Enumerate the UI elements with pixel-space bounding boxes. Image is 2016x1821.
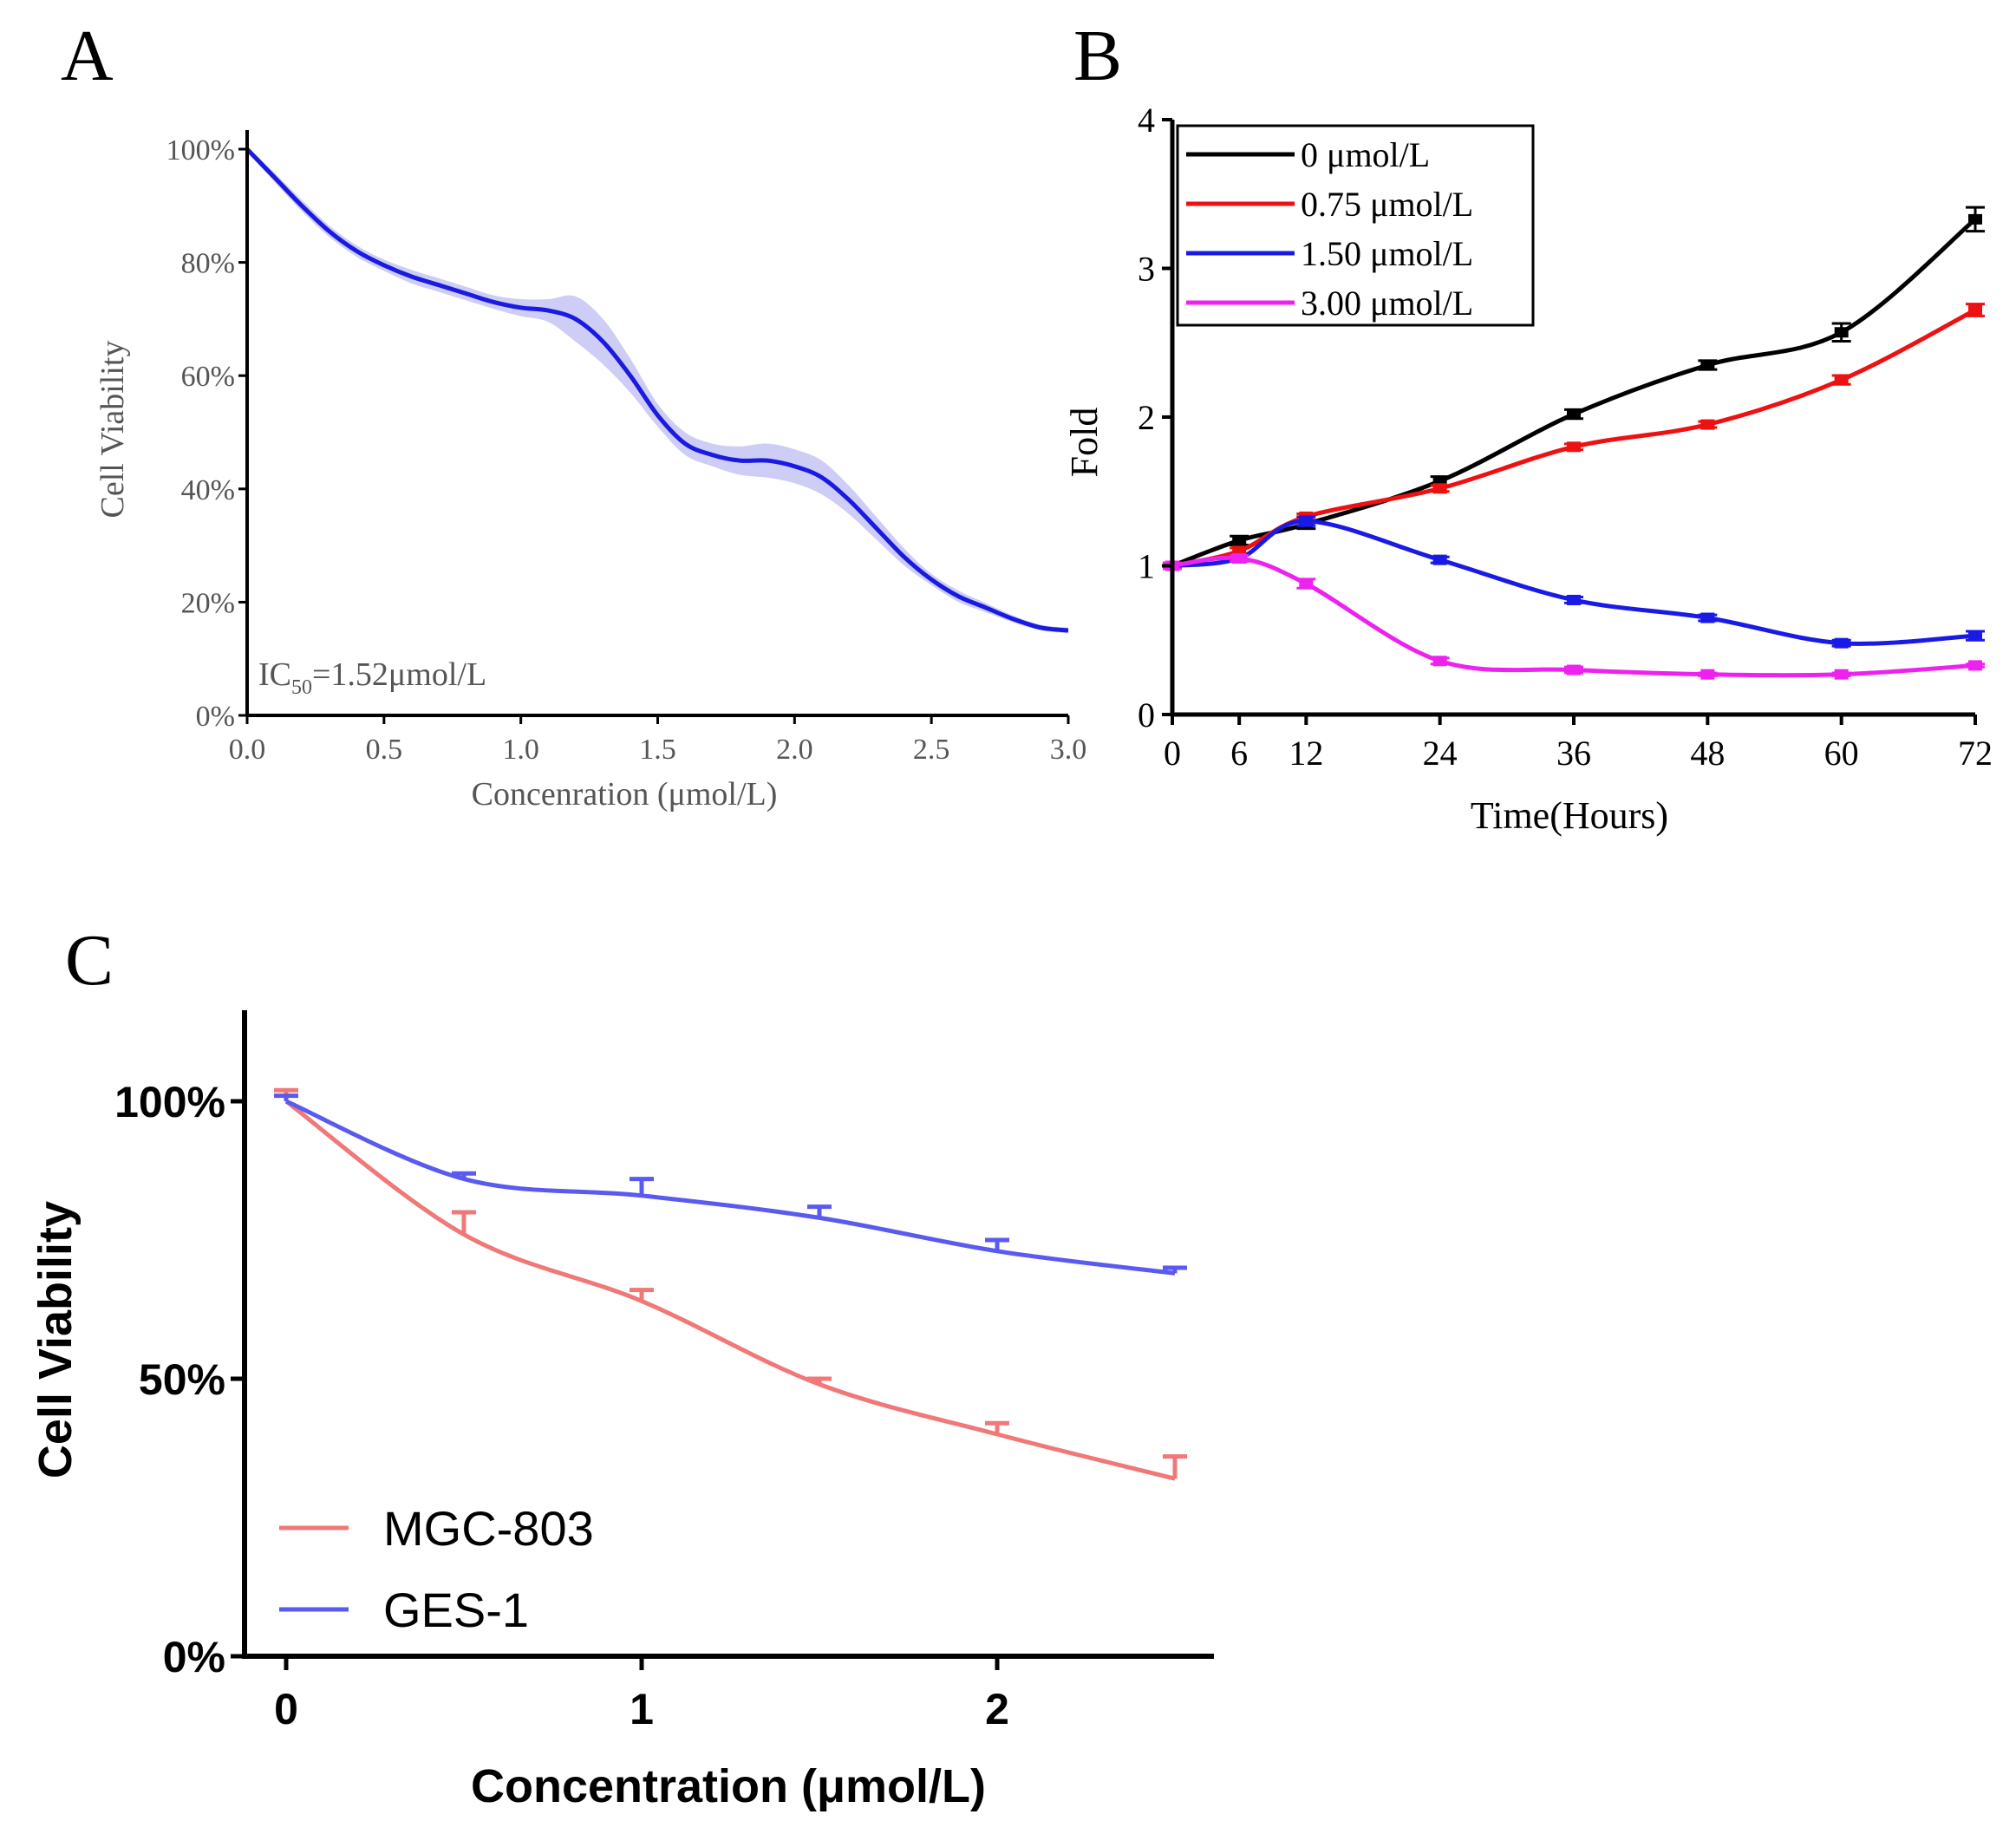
panel-b-data-point [1567,441,1581,453]
panel-c-x-tick-label: 1 [630,1685,654,1733]
panel-b-y-tick-label: 1 [1138,547,1155,586]
panel-b-x-tick-label: 12 [1289,734,1323,773]
panel-b-data-point [1968,660,1982,671]
panel-c-y-axis-title: Cell Viability [29,1201,82,1478]
panel-b-data-point [1432,483,1447,494]
panel-b-data-point [1700,419,1715,430]
panel-b-legend-box [1176,124,1535,327]
panel-a-y-tick-label: 100% [166,134,235,166]
panel-a-tick-labels: 0% 20% 40% 60% 80% 100% 0.0 0.5 1.0 1.5 2.0 2.5 3.0 [166,134,1087,766]
panel-b-data-point [1299,516,1314,527]
panel-a-viability-line [245,147,1069,633]
ic50-subscript: 50 [291,676,312,699]
panel-a-x-tick-label: 1.5 [639,734,676,766]
panel-b-data-point [1834,637,1849,649]
panel-c-x-tick-label: 2 [985,1685,1009,1733]
panel-a-letter: A [61,16,114,96]
panel-c-legend-label: GES-1 [383,1583,529,1637]
panel-a-x-tick-label: 0.5 [366,734,403,766]
panel-b-legend-label: 1.50 μmol/L [1301,234,1473,273]
panel-b-line-group [1163,206,1985,680]
panel-a-y-tick-label: 80% [181,248,235,280]
panel-a-x-tick-label: 2.0 [776,734,813,766]
panel-b-x-tick-label: 0 [1164,734,1181,773]
panel-c-y-tick-label: 0% [163,1633,225,1681]
panel-c-legend: MGC-803 GES-1 [279,1501,594,1637]
panel-b-data-point [1700,669,1715,680]
panel-b-legend: 0 μmol/L 0.75 μmol/L 1.50 μmol/L 3.00 μmol/… [1176,124,1535,327]
panel-a-ic50-annotation: IC50=1.52μmol/L [258,656,486,699]
panel-b-x-tick-label: 48 [1690,734,1725,773]
panel-a-x-axis-title: Concenration (μmol/L) [472,776,778,813]
panel-b-data-point [1834,375,1849,386]
panel-a-x-tick-label: 3.0 [1050,734,1087,766]
panel-a-y-axis-title: Cell Viability [95,341,131,519]
panel-b-data-point [1700,612,1715,623]
panel-c-letter: C [65,920,114,1001]
panel-b-x-tick-label: 60 [1824,734,1859,773]
panel-b-data-point [1432,656,1447,667]
panel-c-x-tick-label: 0 [274,1685,298,1733]
panel-b-data-point [1700,359,1715,370]
panel-c-series-line [285,1099,1176,1276]
ic50-value: =1.52μmol/L [312,656,486,693]
panel-b-y-tick-label: 4 [1138,101,1155,140]
panel-b-legend-label: 0 μmol/L [1301,135,1430,174]
panel-c-x-axis-title: Concentration (μmol/L) [471,1760,986,1812]
panel-b-data-point [1834,327,1849,338]
panel-b-data-point [1834,669,1849,680]
panel-c-legend-label: MGC-803 [383,1501,594,1556]
panel-b-x-tick-label: 72 [1958,734,1993,773]
panel-b-data-point [1299,578,1314,590]
panel-a-y-tick-label: 20% [181,587,235,619]
panel-a-y-tick-label: 60% [181,361,235,393]
panel-a-x-tick-label: 1.0 [502,734,539,766]
panel-b-x-tick-label: 24 [1423,734,1458,773]
panel-b-data-point [1232,552,1247,564]
panel-b-legend-label: 0.75 μmol/L [1301,185,1473,224]
panel-b-axes [1162,118,1977,725]
panel-b-data-point [1567,594,1581,605]
panel-c-y-tick-label: 100% [114,1078,225,1126]
panel-b-y-axis-title: Fold [1063,408,1106,478]
panel-b-legend-label: 3.00 μmol/L [1301,284,1473,323]
panel-c-series-line [284,1099,1176,1481]
panel-b-y-tick-label: 0 [1138,695,1155,734]
panel-b-data-point [1968,304,1982,316]
panel-b-x-tick-label: 6 [1230,734,1248,773]
panel-c: C 0% 50% 100% 0 1 2 MGC-803 GES-1 Concentratio… [29,920,1214,1812]
panel-b-y-tick-label: 2 [1138,398,1155,437]
panel-a-y-tick-label: 0% [196,701,235,733]
panel-c-tick-labels: 0% 50% 100% 0 1 2 [114,1078,1009,1733]
panel-a-y-tick-label: 40% [181,474,235,506]
panel-a: A 0% 20% 40% 60% 80% 100% 0.0 0.5 1.0 1.5 2.0 2.5 3.… [61,16,1086,813]
panel-b-data-point [1567,408,1581,420]
panel-b-data-point [1567,664,1581,676]
panel-b-x-tick-label: 36 [1556,734,1591,773]
panel-a-x-tick-label: 0.0 [229,734,266,766]
panel-a-x-tick-label: 2.5 [913,734,950,766]
panel-c-line-group [274,1087,1187,1481]
panel-b-data-point [1968,213,1982,225]
panel-a-axes [238,130,1070,724]
panel-c-y-tick-label: 50% [139,1355,225,1404]
panel-b-letter: B [1073,16,1122,96]
ic50-prefix: IC [258,656,291,693]
panel-a-line-group [245,147,1069,633]
panel-b-x-axis-title: Time(Hours) [1471,794,1668,837]
panel-c-axes [231,1010,1214,1670]
panel-b-data-point [1432,554,1447,565]
panel-b-y-tick-label: 3 [1138,250,1155,289]
panel-b-data-point [1968,630,1982,642]
panel-b-data-point [1232,535,1247,546]
